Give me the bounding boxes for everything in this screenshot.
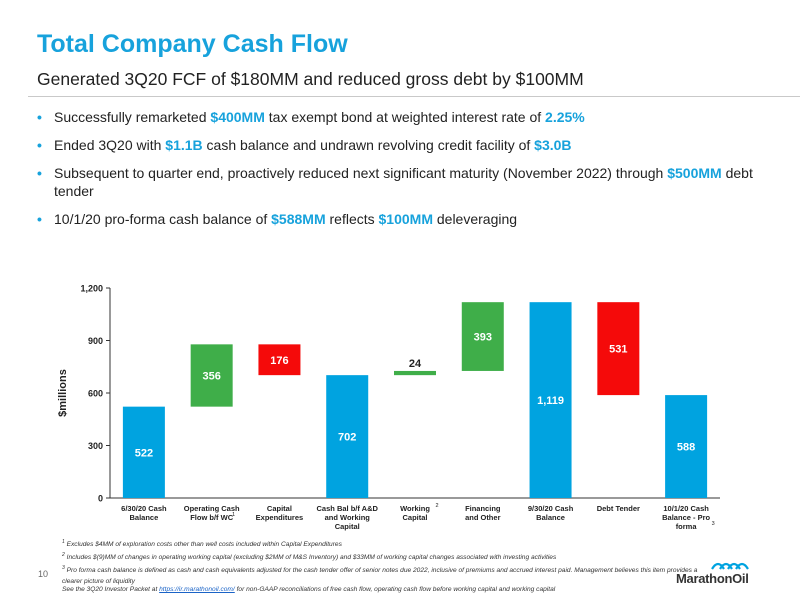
x-tick-label: and Other	[465, 513, 501, 522]
bullet-dot-icon: •	[37, 109, 42, 125]
x-tick-footnote-ref: 2	[435, 503, 438, 509]
company-logo: MarathonOil	[676, 557, 776, 587]
bar-decrease	[258, 344, 301, 376]
bullet-text: Ended 3Q20 with	[54, 137, 166, 153]
y-tick-label: 1,200	[80, 284, 103, 294]
x-tick-label: Flow b/f WC	[190, 513, 233, 522]
highlight-figure: $1.1B	[165, 137, 203, 153]
x-tick-footnote-ref: 3	[712, 521, 715, 527]
footnote: 3 Pro forma cash balance is defined as c…	[62, 563, 702, 586]
x-tick-label: Cash Bal b/f A&D	[317, 504, 379, 513]
highlight-figure: 2.25%	[545, 109, 585, 125]
bar-increase	[394, 370, 436, 376]
bar-increase	[190, 344, 233, 407]
highlight-figure: $3.0B	[534, 137, 572, 153]
footnote: 1 Excludes $4MM of exploration costs oth…	[62, 537, 702, 550]
page-number: 10	[38, 569, 49, 579]
footnotes: 1 Excludes $4MM of exploration costs oth…	[62, 537, 702, 587]
bullet-text: deleveraging	[432, 211, 518, 227]
x-tick-label: Balance - Pro	[662, 513, 710, 522]
highlight-figure: $400MM	[210, 109, 265, 125]
investor-packet-link[interactable]: https://ir.marathonoil.com/	[159, 586, 235, 593]
data-label: 24	[409, 358, 422, 370]
x-tick-label: Capital	[267, 504, 292, 513]
bullet-text: 10/1/20 pro-forma cash balance of	[54, 211, 272, 227]
x-tick-label: 6/30/20 Cash	[121, 504, 167, 513]
bullet-item: • 10/1/20 pro-forma cash balance of $588M…	[37, 210, 777, 228]
footnote-number: 3	[62, 565, 65, 572]
investor-note-prefix: See the 3Q20 Investor Packet at	[62, 586, 160, 593]
x-tick-label: Capital	[402, 513, 427, 522]
bar-decrease	[597, 302, 640, 396]
marathon-logo-mark-icon	[711, 562, 749, 570]
footnote-number: 2	[62, 552, 65, 559]
x-tick-label: Operating Cash	[184, 504, 240, 513]
x-tick-label: 10/1/20 Cash	[663, 504, 709, 513]
bullet-text: debt tender	[54, 165, 753, 199]
bullet-item: • Successfully remarketed $400MM tax exem…	[37, 108, 777, 126]
bullet-text: Successfully remarketed	[54, 109, 211, 125]
bullet-item: • Subsequent to quarter end, proactively …	[37, 164, 777, 200]
x-tick-label: Balance	[129, 513, 158, 522]
y-tick-label: 0	[98, 494, 103, 504]
y-tick-label: 300	[88, 441, 103, 451]
y-tick-label: 600	[88, 389, 103, 399]
highlight-figure: $100MM	[378, 211, 433, 227]
bar-total	[326, 375, 369, 498]
x-tick-label: forma	[676, 522, 698, 531]
bullet-dot-icon: •	[37, 165, 42, 181]
highlight-figure: $588MM	[271, 211, 326, 227]
data-label: 356	[202, 371, 220, 383]
x-tick-label: 9/30/20 Cash	[528, 504, 574, 513]
investor-note-suffix: for non-GAAP reconciliations of free cas…	[234, 586, 556, 593]
data-label: 1,119	[537, 395, 564, 407]
x-tick-footnote-ref: 1	[232, 512, 235, 518]
bullet-dot-icon: •	[37, 211, 42, 227]
page-title: Total Company Cash Flow	[37, 30, 348, 58]
page-subtitle: Generated 3Q20 FCF of $180MM and reduced…	[37, 69, 584, 89]
investor-note: See the 3Q20 Investor Packet at https://…	[62, 586, 702, 593]
footnote-number: 1	[62, 539, 65, 545]
x-tick-label: Balance	[536, 513, 565, 522]
data-label: 588	[677, 442, 695, 454]
y-tick-label: 900	[88, 336, 103, 346]
logo-wordmark: MarathonOil	[676, 571, 749, 586]
bullet-item: • Ended 3Q20 with $1.1B cash balance and …	[37, 136, 777, 154]
data-label: 176	[270, 355, 288, 367]
footnote-text: Pro forma cash balance is defined as cas…	[62, 567, 698, 585]
x-tick-label: Working	[400, 504, 430, 513]
x-tick-label: and Working	[325, 513, 371, 522]
bar-total	[529, 302, 572, 498]
y-axis-title: $millions	[57, 369, 69, 417]
bullet-dot-icon: •	[37, 137, 42, 153]
data-label: 531	[609, 344, 627, 356]
footnote-text: Excludes $4MM of exploration costs other…	[64, 541, 342, 549]
x-tick-label: Financing	[465, 504, 501, 513]
highlight-figure: $500MM	[667, 165, 722, 181]
bullet-text: reflects	[325, 211, 379, 227]
footnote: 2 Includes $(9)MM of changes in operatin…	[62, 550, 702, 563]
x-tick-label: Debt Tender	[597, 504, 640, 513]
data-label: 393	[474, 332, 492, 344]
bar-total	[665, 395, 708, 498]
footnote-text: Includes $(9)MM of changes in operating …	[64, 554, 557, 562]
title-divider	[28, 96, 800, 97]
bullet-list: • Successfully remarketed $400MM tax exem…	[37, 108, 777, 238]
data-label: 522	[135, 447, 153, 459]
data-label: 702	[338, 432, 356, 444]
bullet-text: Subsequent to quarter end, proactively r…	[54, 165, 668, 181]
bar-increase	[461, 302, 504, 371]
bar-total	[122, 406, 165, 498]
x-tick-label: Expenditures	[256, 513, 304, 522]
bullet-text: tax exempt bond at weighted interest rat…	[264, 109, 546, 125]
bullet-text: cash balance and undrawn revolving credi…	[202, 137, 535, 153]
x-tick-label: Capital	[335, 522, 360, 531]
